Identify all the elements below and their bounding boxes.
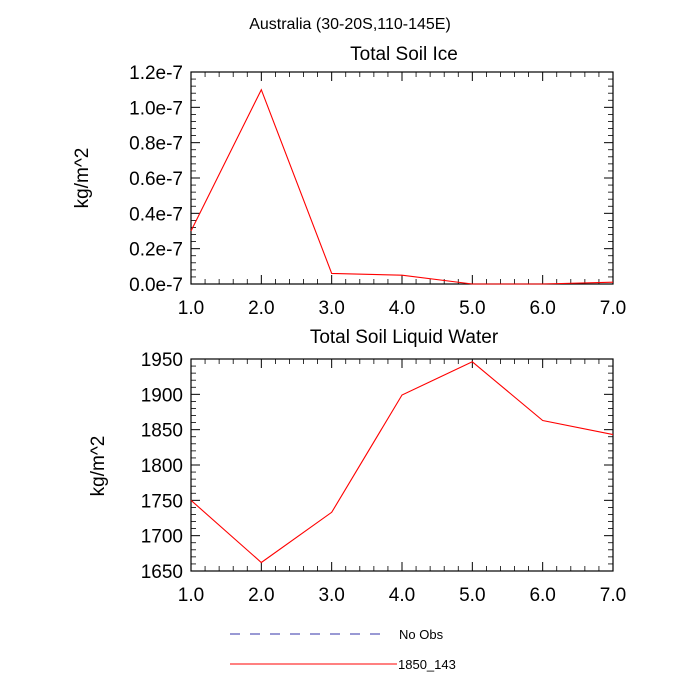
series-line-soil-ice-0: [190, 88, 614, 285]
x-tick-label: 7.0: [600, 298, 626, 319]
data-point-soil-liquid-water: [401, 394, 403, 396]
y-tick-label: 0.2e-7: [129, 240, 183, 261]
y-axis-label-soil-liquid-water: kg/m^2: [88, 436, 109, 497]
series-line-soil-liquid-water-0: [190, 361, 614, 564]
y-tick-label: 0.6e-7: [129, 169, 183, 190]
data-point-soil-liquid-water: [190, 499, 192, 501]
panel-soil-ice: Total Soil Ice kg/m^2 1.0 2.0 3.0 4.0 5.0 6.0…: [72, 44, 626, 319]
plot-area-soil-liquid-water: 1.0 2.0 3.0 4.0 5.0 6.0 7.0 1650 1700 1750 1800 185…: [141, 350, 626, 606]
x-tick-label: 1.0: [178, 585, 204, 606]
data-point-soil-liquid-water: [260, 561, 262, 563]
x-tick-label: 5.0: [459, 298, 485, 319]
data-point-soil-ice: [541, 283, 543, 285]
data-point-soil-liquid-water: [612, 433, 614, 435]
data-point-soil-ice: [260, 88, 262, 90]
y-tick-label: 1.0e-7: [129, 98, 183, 119]
plot-frame-soil-liquid-water: [190, 358, 614, 572]
panel-title-soil-liquid-water: Total Soil Liquid Water: [310, 327, 499, 348]
y-tick-label: 1950: [141, 350, 183, 371]
x-tick-label: 3.0: [318, 585, 344, 606]
main-title: Australia (30-20S,110-145E): [249, 16, 451, 33]
legend-label-no-obs: No Obs: [399, 627, 444, 642]
x-tick-label: 2.0: [248, 585, 274, 606]
y-tick-label: 1900: [141, 385, 183, 406]
x-tick-label: 4.0: [389, 585, 415, 606]
data-point-soil-liquid-water: [471, 361, 473, 363]
x-tick-label: 1.0: [178, 298, 204, 319]
x-tick-label: 6.0: [529, 585, 555, 606]
x-tick-label: 5.0: [459, 585, 485, 606]
y-tick-label: 1800: [141, 456, 183, 477]
data-point-soil-ice: [330, 272, 332, 274]
plot-area-soil-ice: 1.0 2.0 3.0 4.0 5.0 6.0 7.0 0.0e-7 0.2e-7 0.4e-7 0…: [129, 63, 626, 319]
panel-soil-liquid-water: Total Soil Liquid Water kg/m^2 1.0 2.0 3.0…: [88, 327, 626, 606]
data-point-soil-liquid-water: [541, 419, 543, 421]
x-tick-label: 4.0: [389, 298, 415, 319]
panel-title-soil-ice: Total Soil Ice: [350, 44, 458, 65]
x-tick-label: 6.0: [529, 298, 555, 319]
y-tick-label: 1750: [141, 491, 183, 512]
data-point-soil-liquid-water: [330, 511, 332, 513]
y-tick-label: 1850: [141, 421, 183, 442]
y-tick-label: 0.4e-7: [129, 204, 183, 225]
y-tick-label: 1650: [141, 562, 183, 583]
y-tick-label: 0.0e-7: [129, 275, 183, 296]
y-tick-label: 1.2e-7: [129, 63, 183, 84]
legend-label-1850-143: 1850_143: [398, 657, 456, 672]
x-tick-label: 2.0: [248, 298, 274, 319]
y-axis-label-soil-ice: kg/m^2: [72, 148, 93, 209]
x-tick-label: 3.0: [318, 298, 344, 319]
data-point-soil-ice: [471, 283, 473, 285]
x-tick-label: 7.0: [600, 585, 626, 606]
data-point-soil-ice: [612, 281, 614, 283]
data-point-soil-ice: [190, 230, 192, 232]
y-tick-label: 1700: [141, 527, 183, 548]
y-tick-label: 0.8e-7: [129, 134, 183, 155]
data-point-soil-ice: [401, 274, 403, 276]
legend: No Obs 1850_143: [230, 627, 456, 672]
